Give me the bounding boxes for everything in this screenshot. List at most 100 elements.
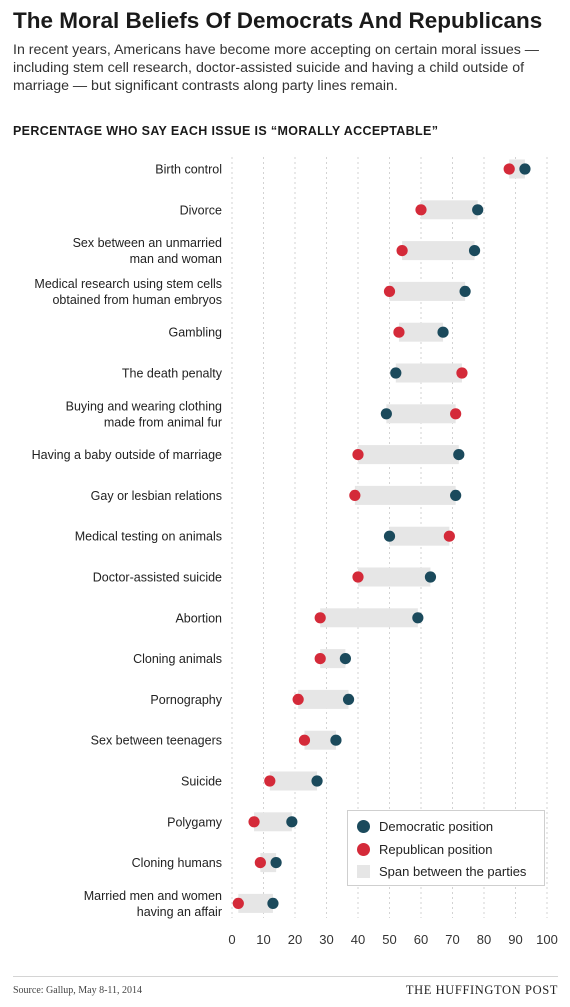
democratic-dot <box>311 775 323 787</box>
republican-dot <box>352 449 364 461</box>
democratic-dot <box>390 367 402 379</box>
republican-dot <box>443 530 455 542</box>
party-span-bar <box>358 567 431 587</box>
legend-item-span: Span between the parties <box>357 862 526 880</box>
republican-dot <box>456 367 468 379</box>
party-span-bar <box>398 322 444 342</box>
category-label: Doctor-assisted suicide <box>93 571 222 585</box>
x-tick-label: 10 <box>256 932 270 947</box>
party-span-bar <box>509 159 525 179</box>
republican-dot <box>292 693 304 706</box>
republican-dot <box>264 775 276 787</box>
legend-label-democratic: Democratic position <box>379 818 494 834</box>
x-tick-label: 70 <box>445 932 459 947</box>
republican-dot <box>396 245 408 257</box>
category-label: Divorce <box>180 203 222 217</box>
category-label: Pornography <box>150 693 222 707</box>
publisher-logo: THE HUFFINGTON POST <box>405 983 558 997</box>
category-label: Polygamy <box>167 815 223 829</box>
category-label: Abortion <box>175 611 222 625</box>
republican-dot <box>503 163 515 175</box>
legend-label-span: Span between the parties <box>379 863 527 879</box>
republican-dot <box>349 489 361 501</box>
republican-dot <box>248 816 260 828</box>
category-label: Medical testing on animals <box>75 530 222 544</box>
democratic-dot <box>330 734 342 746</box>
republican-dot <box>314 612 326 624</box>
category-label: Having a baby outside of marriage <box>32 448 222 462</box>
category-label: Birth control <box>155 163 222 177</box>
party-span-bar <box>320 649 346 669</box>
category-label: Cloning animals <box>133 652 222 666</box>
party-span-bar <box>320 608 418 628</box>
republican-dot <box>383 285 396 297</box>
democratic-dot <box>468 245 481 257</box>
legend: Democratic position Republican position … <box>347 810 545 886</box>
chart-title: The Moral Beliefs Of Democrats And Repub… <box>13 8 543 33</box>
democratic-dot <box>472 204 484 216</box>
democratic-dot <box>519 163 531 175</box>
party-span-bar <box>386 404 456 424</box>
party-span-bar <box>304 730 336 750</box>
legend-item-republican: Republican position <box>357 840 492 858</box>
category-label-line: having an affair <box>137 905 222 919</box>
party-span-bar <box>254 812 292 832</box>
democratic-dot <box>339 653 351 665</box>
footer-divider <box>13 976 558 977</box>
category-label-line: Buying and wearing clothing <box>66 399 222 413</box>
category-label: Cloning humans <box>132 856 222 870</box>
category-label: The death penalty <box>122 367 223 381</box>
democratic-dot <box>383 530 396 542</box>
x-tick-label: 100 <box>536 932 558 947</box>
republican-dot-icon <box>357 842 370 856</box>
span-layer <box>238 159 525 913</box>
source-note: Source: Gallup, May 8-11, 2014 <box>13 985 143 996</box>
category-label-line: obtained from human embryos <box>52 293 222 307</box>
chart-heading: PERCENTAGE WHO SAY EACH ISSUE IS “MORALL… <box>13 124 439 138</box>
democratic-dot <box>270 857 282 869</box>
party-span-bar <box>269 771 318 791</box>
party-span-bar <box>395 363 462 383</box>
category-label-line: Married men and women <box>84 889 222 903</box>
x-tick-label: 40 <box>351 932 365 947</box>
republican-dot <box>298 734 311 746</box>
democratic-dot <box>267 897 279 910</box>
democratic-dot <box>342 693 355 706</box>
party-span-bar <box>354 485 456 505</box>
republican-dot <box>314 653 326 665</box>
republican-dot <box>352 571 364 583</box>
republican-dot <box>415 204 427 216</box>
republican-dot <box>450 408 462 420</box>
democratic-dot <box>459 285 471 297</box>
category-label-line: Medical research using stem cells <box>34 277 222 291</box>
democratic-dot <box>380 408 392 420</box>
row-label-layer: Birth control Divorce Sex between an unmar… <box>32 163 223 919</box>
party-span-bar <box>358 445 459 465</box>
democratic-dot <box>412 612 424 624</box>
legend-item-democratic: Democratic position <box>357 817 493 835</box>
democratic-dot <box>453 449 465 461</box>
party-span-bar <box>421 200 478 220</box>
party-span-bar <box>389 526 450 546</box>
category-label-line: man and woman <box>130 252 222 266</box>
party-span-bar <box>402 241 475 261</box>
x-tick-label: 50 <box>382 932 396 947</box>
republican-dot <box>254 857 266 869</box>
category-label: Sex between teenagers <box>91 734 222 748</box>
category-label: Suicide <box>181 775 222 789</box>
democratic-dot <box>437 326 449 338</box>
category-label: Gay or lesbian relations <box>91 489 222 503</box>
x-tick-label: 0 <box>228 932 235 947</box>
party-span-bar <box>298 689 349 709</box>
democratic-dot <box>286 816 298 828</box>
legend-label-republican: Republican position <box>379 841 493 857</box>
category-label: Married men and women having an affair <box>84 889 222 919</box>
party-span-bar <box>389 281 466 301</box>
democratic-dot-icon <box>357 819 370 833</box>
republican-dot <box>232 897 244 910</box>
span-swatch-icon <box>357 864 370 878</box>
democratic-dot <box>424 571 437 583</box>
dot-layer <box>232 163 531 910</box>
category-label: Gambling <box>169 326 223 340</box>
dot-range-chart: Birth control Divorce Sex between an unmar… <box>32 157 558 947</box>
